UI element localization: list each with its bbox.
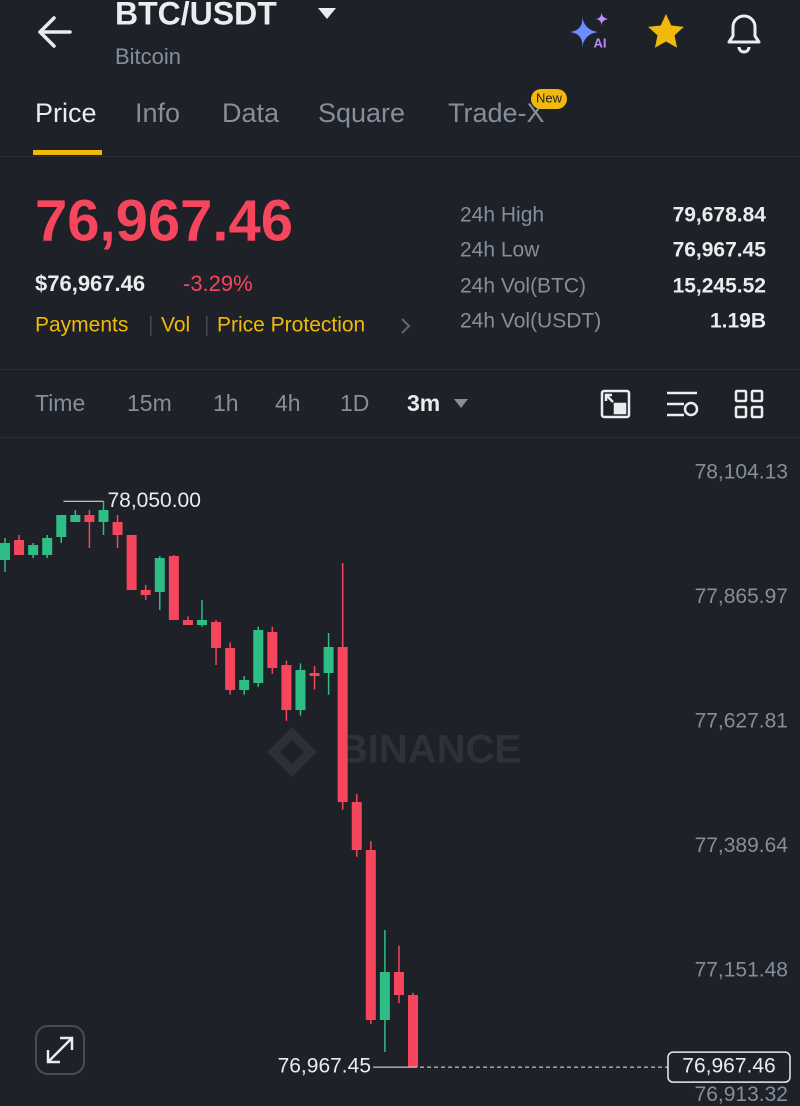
candle-body [182,620,193,626]
new-badge-text: New [536,90,563,105]
usd-price: $76,967.46 [35,271,145,296]
y-tick-label: 77,627.81 [695,710,788,733]
svg-text:AI: AI [594,35,607,50]
candle-body [154,558,165,592]
candle-body [56,514,67,537]
interval[interactable]: 1D [340,390,369,416]
tab[interactable]: Price [35,98,97,128]
stat-value: 1.19B [710,310,766,333]
candle-body [281,665,292,711]
candle-body [337,646,348,803]
candle-body [0,543,10,560]
favorite-button[interactable] [648,14,684,48]
low-label: 76,967.45 [278,1055,371,1078]
candle-body [70,514,81,522]
new-badge [531,89,567,109]
back-button[interactable] [38,16,72,48]
candle-body [14,540,25,555]
last-price-box [667,1051,791,1083]
candle-body [225,647,236,691]
candle-body [211,621,222,648]
separator [0,369,800,370]
active-tab-indicator [33,150,102,155]
last-price: 76,967.46 [35,188,293,253]
interval-dropdown[interactable] [454,399,468,408]
high-label: 78,050.00 [107,489,200,512]
candle-body [28,544,39,555]
pair-dropdown[interactable] [318,8,336,19]
stat-label: 24h Vol(USDT) [460,310,601,333]
tab[interactable]: Data [222,98,280,128]
tab[interactable]: Square [318,98,405,128]
y-tick-label: 76,913.32 [695,1083,788,1106]
depth-button[interactable] [600,389,631,419]
candle-body [196,620,207,626]
interval[interactable]: 4h [275,390,301,416]
layout-button[interactable] [734,389,764,419]
notification-button[interactable] [727,14,761,54]
interval[interactable]: 1h [213,390,239,416]
candle-body [393,971,404,996]
stat-label: 24h Low [460,239,540,262]
candle-body [295,669,306,711]
watermark-logo [267,727,317,777]
stat-label: 24h High [460,204,544,227]
y-tick-label: 78,104.13 [695,461,788,484]
candle-body [112,521,123,536]
pair-title[interactable]: BTC/USDT [115,0,277,31]
ai-button[interactable]: AI [570,12,608,50]
candle-body [126,535,137,591]
candle-body [84,514,95,522]
link-divider [206,316,208,336]
separator [0,437,800,438]
y-tick-label: 77,151.48 [695,959,788,982]
candle-body [239,680,250,691]
price-change: -3.29% [183,271,253,296]
stat-label: 24h Vol(BTC) [460,275,586,298]
candle-body [309,673,320,676]
candle-body [408,995,419,1068]
candle-body [351,802,362,851]
candle-body [42,537,53,555]
candle-body [365,850,376,1021]
stat-value: 76,967.45 [673,239,767,262]
interval[interactable]: 3m [407,390,440,416]
separator [0,156,800,157]
candle-body [140,590,151,596]
y-tick-label: 77,865.97 [695,585,788,608]
pair-name: Bitcoin [115,44,181,69]
interval[interactable]: Time [35,390,85,416]
tab[interactable]: Trade-X [448,98,545,128]
candle-body [323,646,334,674]
candle-body [379,971,390,1021]
stat-value: 79,678.84 [673,204,767,227]
chart: BINANCE 78,104.13 77,865.97 77,627.81 77,38… [0,461,791,1106]
fullscreen-button[interactable] [35,1025,85,1075]
link[interactable]: Payments [35,314,128,337]
indicator-button[interactable] [667,391,699,417]
chevron[interactable] [401,318,411,334]
candle-body [267,631,278,668]
candle-body [98,509,109,522]
link[interactable]: Vol [161,314,190,337]
interval[interactable]: 15m [127,390,172,416]
tab[interactable]: Info [135,98,180,128]
watermark: BINANCE [339,728,521,772]
y-axis: 78,104.13 77,865.97 77,627.81 77,389.64 77,1… [695,461,789,1106]
link[interactable]: Price Protection [217,314,365,337]
y-tick-label: 77,389.64 [695,834,789,857]
stat-value: 15,245.52 [673,275,766,298]
last-price-label: 76,967.46 [682,1055,775,1078]
link-divider [150,316,152,336]
candle-body [253,629,264,684]
candle-body [168,556,179,621]
